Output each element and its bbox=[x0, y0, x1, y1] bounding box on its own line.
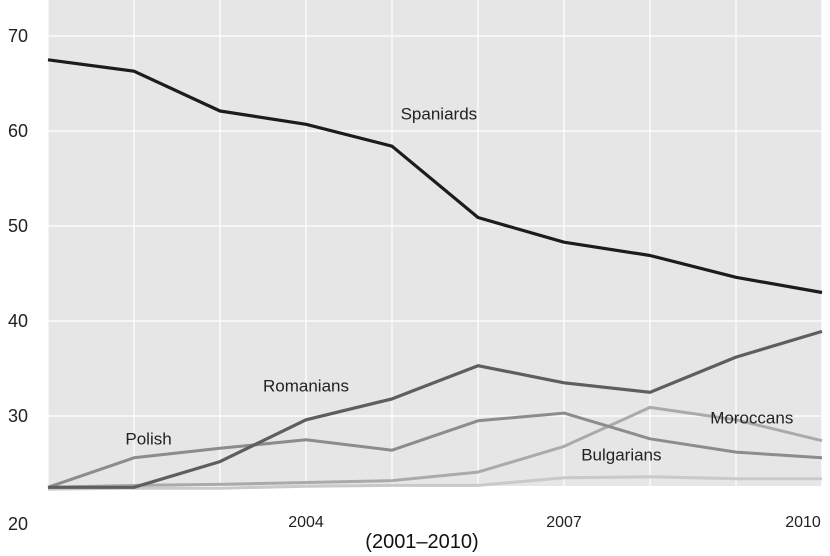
y-tick-label: 40 bbox=[8, 311, 28, 331]
x-tick-label: 2004 bbox=[288, 514, 324, 531]
y-axis-ticks: 20 30 40 50 60 70 bbox=[8, 26, 28, 534]
series-line-spaniards bbox=[47, 58, 823, 295]
x-axis-ticks: 2004 2007 2010 bbox=[288, 514, 821, 531]
y-tick-label: 50 bbox=[8, 216, 28, 236]
series-label-romanians: Romanians bbox=[263, 376, 349, 395]
plot-background bbox=[48, 0, 822, 486]
series-label-spaniards: Spaniards bbox=[401, 105, 478, 124]
y-tick-label: 70 bbox=[8, 26, 28, 46]
series-labels: Spaniards Romanians Polish Bulgarians Morocc… bbox=[125, 105, 793, 465]
series-label-moroccans: Moroccans bbox=[710, 409, 793, 428]
x-tick-label: 2007 bbox=[546, 514, 582, 531]
series-label-bulgarians: Bulgarians bbox=[581, 446, 661, 465]
chart-caption: (2001–2010) bbox=[365, 531, 478, 553]
y-tick-label: 60 bbox=[8, 121, 28, 141]
x-tick-label: 2010 bbox=[785, 514, 821, 531]
y-tick-label: 30 bbox=[8, 406, 28, 426]
series-label-polish: Polish bbox=[125, 430, 171, 449]
series-line-moroccans bbox=[47, 405, 823, 489]
y-tick-label: 20 bbox=[8, 514, 28, 534]
series-line-polish bbox=[47, 411, 823, 489]
series-line-romanians bbox=[48, 329, 823, 489]
series-lines bbox=[47, 58, 823, 491]
grid-lines bbox=[47, 0, 823, 512]
series-line-bulgarians bbox=[47, 475, 822, 491]
